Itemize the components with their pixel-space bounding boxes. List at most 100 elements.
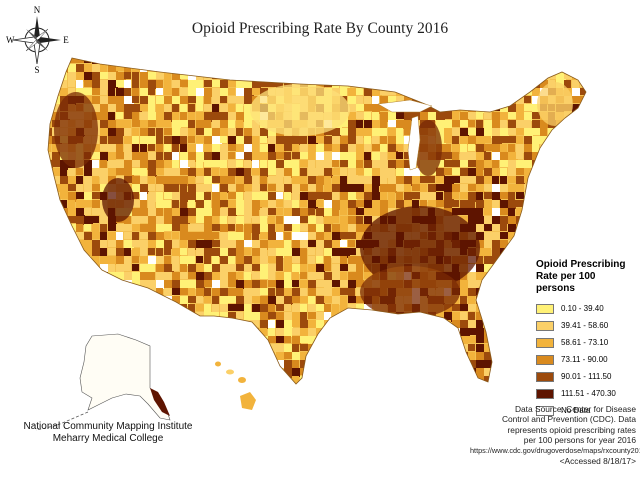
county-cell (68, 216, 78, 223)
county-cell (476, 280, 485, 287)
county-cell (52, 168, 62, 178)
county-cell (468, 216, 478, 225)
county-cell (100, 104, 108, 114)
county-cell (268, 272, 275, 281)
county-cell (220, 240, 230, 250)
county-cell (220, 184, 229, 193)
county-cell (308, 192, 317, 200)
county-cell (540, 208, 548, 218)
county-cell (332, 336, 341, 343)
county-cell (268, 232, 278, 242)
county-cell (276, 272, 286, 282)
county-cell (268, 58, 275, 63)
county-cell (388, 336, 396, 346)
county-cell (500, 112, 510, 121)
source-line-2: Control and Prevention (CDC). Data (501, 414, 636, 425)
county-cell (564, 200, 573, 207)
county-cell (124, 80, 131, 90)
county-cell (148, 224, 158, 234)
contiguous-us-counties (48, 58, 586, 394)
county-cell (92, 240, 101, 250)
map-credit: National Community Mapping Institute Meh… (18, 421, 198, 445)
county-cell (92, 184, 102, 191)
county-cell (524, 240, 534, 248)
alaska (35, 333, 171, 431)
county-cell (516, 80, 523, 87)
county-cell (220, 376, 227, 383)
county-cell (492, 344, 501, 354)
county-cell (308, 224, 317, 233)
county-cell (484, 152, 491, 162)
county-cell (148, 264, 155, 274)
county-cell (404, 384, 412, 394)
county-cell (100, 232, 107, 240)
hawaii-island-oahu (226, 369, 234, 375)
county-cell (468, 144, 475, 151)
county-cell (148, 64, 157, 71)
county-cell (268, 64, 277, 72)
legend-swatch (536, 371, 554, 382)
county-cell (228, 128, 237, 136)
county-cell (276, 376, 283, 384)
county-cell (540, 192, 547, 202)
county-cell (316, 352, 325, 361)
county-cell (132, 232, 139, 240)
county-cell (124, 160, 132, 168)
county-cell (364, 128, 373, 138)
county-cell (252, 208, 259, 217)
county-cell (372, 184, 379, 193)
county-cell (348, 72, 357, 82)
county-cell (140, 176, 147, 184)
county-cell (524, 152, 533, 160)
county-cell (484, 224, 494, 231)
county-cell (132, 208, 141, 216)
county-cell (580, 58, 586, 65)
county-cell (404, 320, 411, 327)
county-cell (148, 248, 155, 255)
county-cell (292, 344, 299, 353)
county-cell (476, 256, 483, 265)
county-cell (444, 352, 451, 359)
county-cell (48, 88, 51, 98)
county-cell (196, 208, 204, 218)
county-cell (180, 168, 188, 175)
county-cell (380, 96, 390, 105)
county-cell (348, 64, 358, 72)
county-cell (436, 128, 445, 137)
county-cell (436, 360, 446, 368)
county-cell (76, 312, 86, 322)
county-cell (292, 264, 300, 274)
county-cell (212, 58, 219, 64)
county-cell (516, 376, 526, 384)
county-cell (516, 64, 524, 73)
county-cell (108, 240, 117, 247)
county-cell (156, 280, 166, 289)
county-cell (340, 368, 349, 375)
county-cell (76, 360, 83, 368)
county-cell (492, 168, 500, 177)
county-cell (108, 128, 117, 136)
county-cell (484, 336, 494, 343)
legend-item: 111.51 - 470.30 (536, 385, 636, 402)
county-cell (308, 136, 318, 146)
county-cell (164, 80, 171, 89)
county-cell (348, 288, 355, 298)
county-cell (204, 240, 212, 249)
county-cell (468, 272, 477, 282)
county-cell (212, 312, 219, 322)
county-cell (412, 192, 420, 199)
county-cell (100, 120, 108, 128)
county-cell (348, 312, 355, 319)
county-cell (356, 96, 363, 104)
county-cell (108, 88, 115, 96)
county-cell (76, 216, 84, 225)
county-cell (340, 272, 347, 281)
county-cell (180, 264, 187, 273)
county-cell (108, 264, 115, 273)
county-cell (196, 240, 204, 250)
county-cell (172, 376, 180, 383)
county-cell (188, 152, 198, 162)
county-cell (300, 58, 310, 63)
county-cell (148, 272, 155, 282)
county-cell (476, 384, 486, 394)
